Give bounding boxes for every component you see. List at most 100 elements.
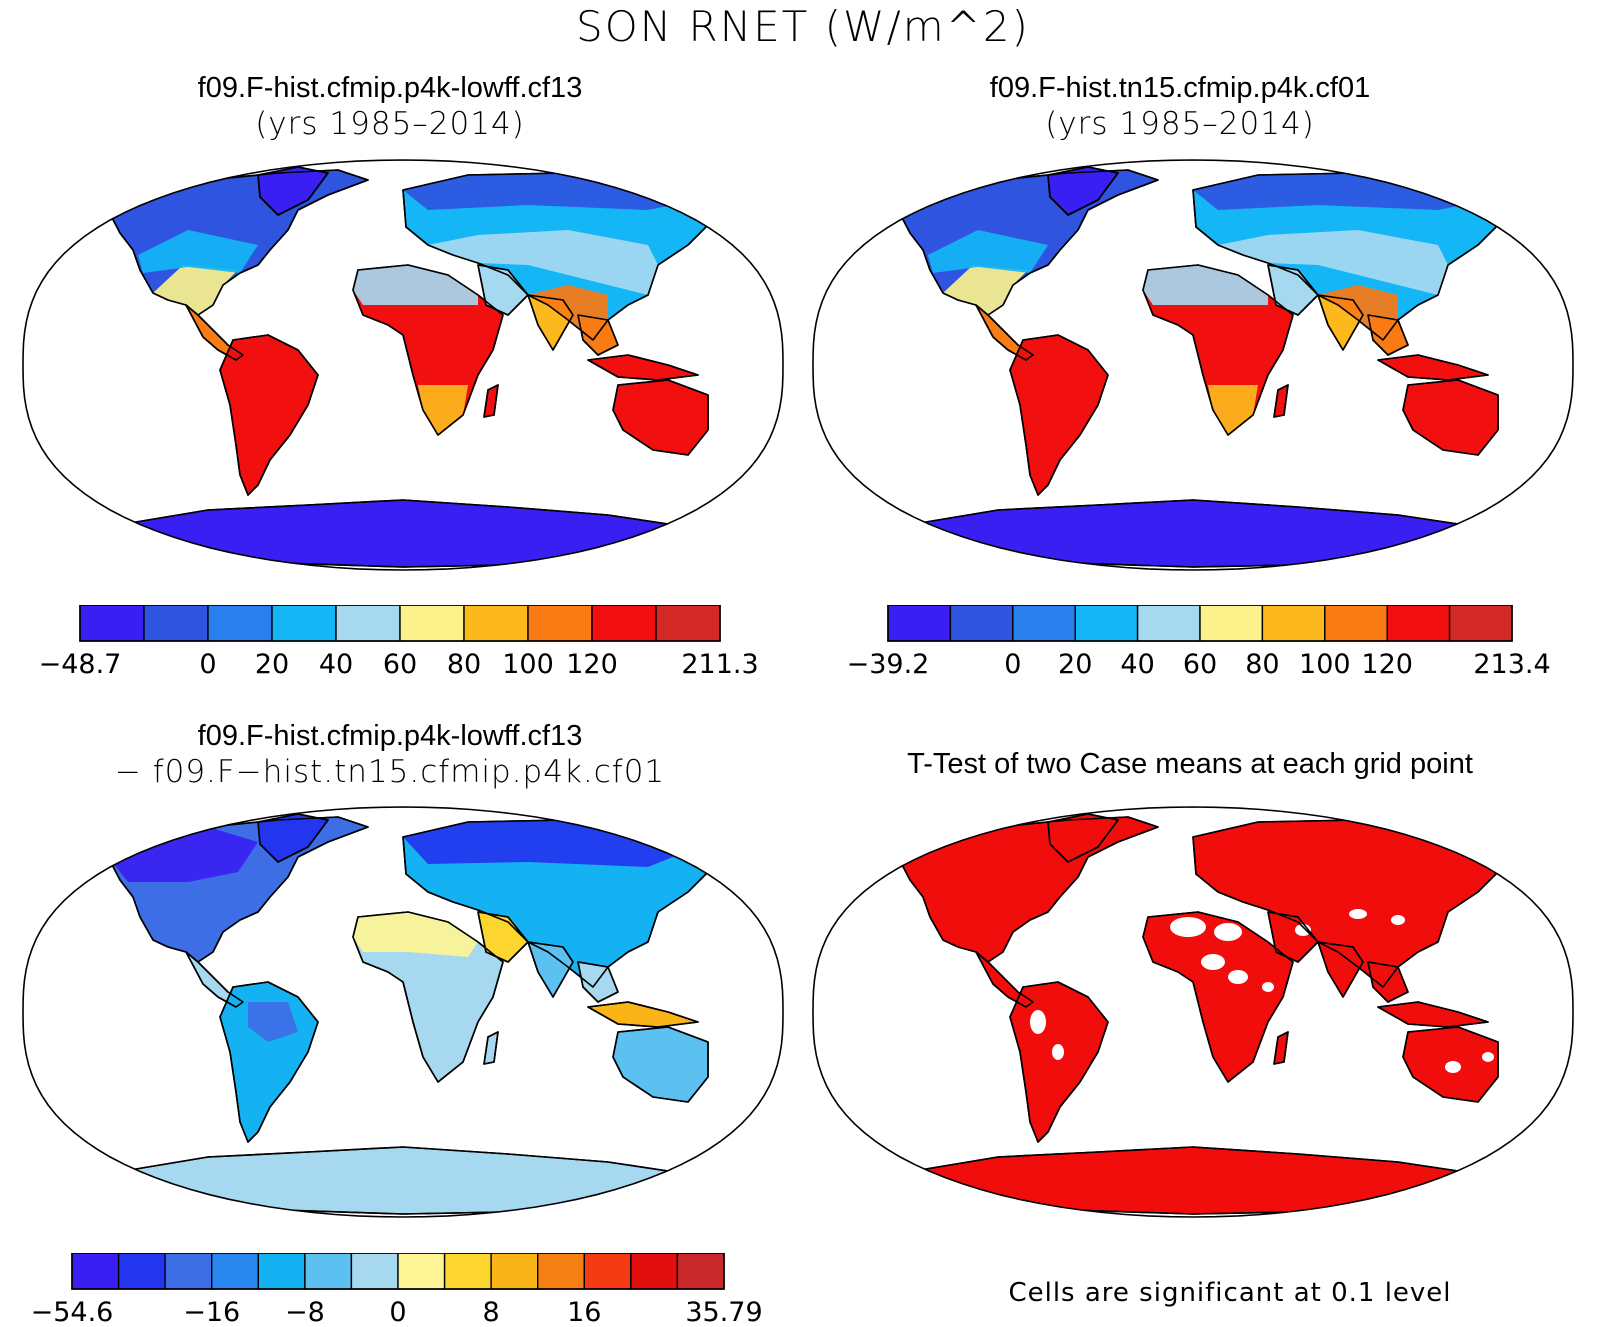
colorbar-cell-3 — [271, 605, 337, 642]
colorbar-3: −54.6 −16 −8 0 8 16 35.79 — [31, 1253, 763, 1327]
colorbar-frame — [79, 605, 721, 642]
coastline-australia — [1402, 379, 1499, 456]
colorbar-2: −39.2 0 20 40 60 80 100 120 213.4 — [848, 605, 1551, 680]
field-band-eurasia-4 — [528, 285, 608, 340]
colorbar-label: −8 — [285, 1297, 325, 1327]
colorbar-cell-5 — [304, 1253, 353, 1290]
colorbar-cell-2 — [164, 1253, 213, 1290]
coastline-madagascar — [483, 1031, 499, 1065]
panel3-subtitle: − f09.F−hist.tn15.cfmip.p4k.cf01 — [114, 754, 666, 790]
coastline-indonesia — [587, 1001, 699, 1028]
colorbar-label: 35.79 — [685, 1297, 762, 1327]
coastline-northAmerica — [897, 816, 1159, 963]
colorbar-cell-10 — [537, 1253, 586, 1290]
colorbar-cell-8 — [591, 605, 657, 642]
colorbar-label: 40 — [1120, 649, 1154, 680]
coastline-australia — [612, 1026, 709, 1103]
coastline-india — [527, 294, 574, 351]
map-border — [812, 159, 1574, 571]
coastline-northAmerica — [107, 169, 369, 316]
coastline-india — [1317, 941, 1364, 998]
colorbar-label: 60 — [383, 649, 417, 680]
nonsignificant-patch-8 — [1482, 1052, 1494, 1062]
colorbar-cell-9 — [490, 1253, 539, 1290]
colorbar-cell-0 — [79, 605, 145, 642]
colorbar-cell-6 — [350, 1253, 399, 1290]
colorbar-cell-8 — [443, 1253, 492, 1290]
map-panel-1 — [22, 159, 784, 571]
colorbar-cell-5 — [1199, 605, 1264, 642]
field-band-northAmerica-0 — [153, 265, 238, 315]
coastline-australia — [1402, 1026, 1499, 1103]
panel1-title-block: f09.F-hist.cfmip.p4k-lowff.cf13 (yrs 198… — [60, 70, 720, 142]
colorbar-label: 20 — [1058, 649, 1092, 680]
colorbar-cell-7 — [1324, 605, 1388, 642]
colorbar-cell-3 — [210, 1253, 259, 1290]
coastline-arabia — [1267, 264, 1319, 316]
colorbar-label: −48.7 — [40, 649, 121, 680]
colorbar-label: −39.2 — [848, 649, 929, 680]
coastline-southAmerica — [1009, 334, 1109, 496]
nonsignificant-patch-10 — [1349, 909, 1367, 919]
nonsignificant-patch-11 — [1391, 915, 1405, 925]
coastline-africa — [352, 264, 504, 436]
nonsignificant-patch-5 — [1030, 1010, 1046, 1034]
colorbar-cell-12 — [630, 1253, 679, 1290]
coastline-northAmerica — [897, 169, 1159, 316]
coastline-arabia — [1267, 911, 1319, 963]
colorbar-cell-11 — [583, 1253, 632, 1290]
coastline-southAmerica — [1009, 981, 1109, 1143]
field-band-eurasia-2 — [428, 230, 658, 295]
colorbar-cell-13 — [676, 1253, 725, 1290]
colorbar-label: 20 — [255, 649, 289, 680]
map-content — [23, 807, 783, 1217]
coastline-madagascar — [1273, 1031, 1289, 1065]
map-panel-2 — [812, 159, 1574, 571]
map-border — [812, 806, 1574, 1218]
map-panel-3 — [22, 806, 784, 1218]
colorbar-label: 80 — [1245, 649, 1279, 680]
colorbar-cell-2 — [1012, 605, 1076, 642]
colorbar-label: 0 — [389, 1297, 406, 1327]
field-band-southAmerica-2 — [248, 1002, 298, 1042]
colorbar-cell-0 — [71, 1253, 120, 1290]
colorbar-cell-1 — [117, 1253, 166, 1290]
coastline-madagascar — [1273, 384, 1289, 418]
coastline-madagascar — [483, 384, 499, 418]
coastline-southAmerica — [219, 981, 319, 1143]
colorbar-cell-6 — [1261, 605, 1326, 642]
coastline-indonesia — [587, 354, 699, 381]
coastline-southAmerica — [219, 334, 319, 496]
field-band-eurasia-2 — [1218, 230, 1448, 295]
panel2-title: f09.F-hist.tn15.cfmip.p4k.cf01 — [989, 72, 1371, 104]
field-band-northAmerica-1 — [928, 230, 1048, 273]
colorbar-cell-4 — [335, 605, 401, 642]
colorbar-label: 213.4 — [1473, 649, 1550, 680]
colorbar-label: 60 — [1183, 649, 1217, 680]
significance-note: Cells are significant at 0.1 level — [1008, 1278, 1452, 1308]
nonsignificant-patch-12 — [1262, 982, 1274, 992]
coastline-australia — [612, 379, 709, 456]
coastline-seAsia — [1367, 961, 1409, 1003]
colorbar-label: 100 — [502, 649, 554, 680]
colorbar-cell-7 — [527, 605, 593, 642]
panel2-title-block: f09.F-hist.tn15.cfmip.p4k.cf01 (yrs 1985… — [850, 70, 1510, 142]
coastline-africa — [1142, 264, 1294, 436]
nonsignificant-patch-6 — [1052, 1044, 1064, 1060]
colorbar-label: 0 — [199, 649, 216, 680]
colorbar-cell-6 — [463, 605, 529, 642]
coastline-centralAm — [975, 951, 1034, 1008]
nonsignificant-patch-1 — [1214, 923, 1242, 941]
colorbar-cell-5 — [399, 605, 465, 642]
colorbar-cell-4 — [1136, 605, 1201, 642]
panel1-subtitle: (yrs 1985–2014) — [255, 106, 525, 142]
panel3-title: f09.F-hist.cfmip.p4k-lowff.cf13 — [197, 720, 583, 752]
map-panel-4 — [812, 806, 1574, 1218]
coastline-africa — [352, 911, 504, 1083]
panel3-title-block: f09.F-hist.cfmip.p4k-lowff.cf13 − f09.F−… — [30, 718, 750, 790]
panel1-title: f09.F-hist.cfmip.p4k-lowff.cf13 — [197, 72, 583, 104]
coastline-indonesia — [1377, 1001, 1489, 1028]
colorbar-cell-7 — [397, 1253, 446, 1290]
colorbar-cell-4 — [257, 1253, 306, 1290]
colorbar-label: 211.3 — [681, 649, 758, 680]
